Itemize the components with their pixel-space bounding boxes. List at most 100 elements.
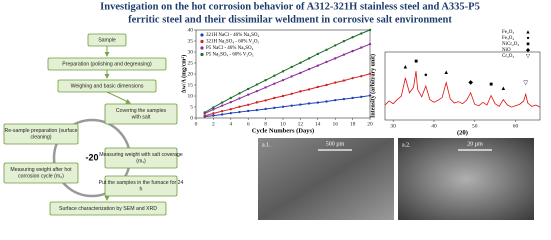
x-tick-label: 10 xyxy=(280,121,286,127)
flow-box xyxy=(104,147,178,169)
point xyxy=(247,87,250,91)
point xyxy=(307,102,311,105)
flow-text: Weighing and basic dimensions xyxy=(71,83,144,89)
peak-marker: ● xyxy=(424,72,428,78)
point xyxy=(334,98,337,102)
point xyxy=(368,42,372,46)
peak-marker: ▲ xyxy=(500,86,506,92)
peak-marker: ◆ xyxy=(468,80,473,86)
point xyxy=(316,85,319,89)
x-tick-label: 0 xyxy=(195,121,198,127)
x-tick-label: 4 xyxy=(229,121,232,127)
flow-text: (m₁) xyxy=(136,159,146,165)
point xyxy=(281,70,285,73)
point xyxy=(247,103,250,107)
arrow xyxy=(106,91,131,104)
point xyxy=(212,108,215,111)
point xyxy=(290,65,293,69)
page: Investigation on the hot corrosion behav… xyxy=(3,1,541,220)
x-tick-label: 16 xyxy=(332,121,338,127)
point xyxy=(325,60,328,64)
flow-text: Surface characterization by SEM and XRD xyxy=(59,206,157,212)
point xyxy=(299,103,302,106)
point xyxy=(229,96,232,100)
image-label: a.1. xyxy=(262,142,271,148)
legend-label: Fe₂O₃ xyxy=(502,30,514,35)
series-line xyxy=(204,43,371,115)
flow-box xyxy=(3,123,79,145)
title-line: Investigation on the hot corrosion behav… xyxy=(100,1,480,12)
y-tick-label: 0 xyxy=(190,115,193,121)
y-tick-label: 10 xyxy=(188,93,194,99)
point xyxy=(360,32,363,35)
point xyxy=(351,76,354,80)
point xyxy=(325,100,328,103)
point xyxy=(368,28,372,32)
legend-marker xyxy=(200,46,204,50)
point xyxy=(229,111,232,115)
x-tick-label: 18 xyxy=(350,121,356,127)
point xyxy=(342,79,346,82)
peak-marker: ▽ xyxy=(523,81,528,87)
legend-label: Cr₂O₃ xyxy=(502,54,514,59)
point xyxy=(299,61,302,64)
scale-label: 500 µm xyxy=(326,141,345,147)
x-tick-label: 2 xyxy=(212,121,215,127)
flow-text: Sample xyxy=(98,37,116,43)
point xyxy=(238,110,241,114)
point xyxy=(264,99,267,102)
point xyxy=(351,49,354,53)
point xyxy=(290,92,293,96)
point xyxy=(255,108,259,112)
y-tick-label: 30 xyxy=(188,49,194,55)
x-tick-label: 30 xyxy=(390,123,396,129)
point xyxy=(368,94,372,97)
point xyxy=(238,105,241,108)
point xyxy=(307,67,311,71)
point xyxy=(281,105,285,108)
point xyxy=(212,106,215,109)
point xyxy=(299,71,302,75)
point xyxy=(342,53,346,56)
point xyxy=(247,93,250,96)
flow-box xyxy=(104,103,178,125)
x-tick-label: 40 xyxy=(431,123,437,129)
point xyxy=(238,92,241,95)
legend-marker xyxy=(200,33,204,37)
legend-label: Fe₃O₄ xyxy=(502,36,514,41)
y-axis-label: Intensity (arbitrary unit) xyxy=(369,54,376,118)
cycle-count: -20 xyxy=(85,152,98,162)
peak-marker: ■ xyxy=(489,82,493,88)
x-tick-label: 6 xyxy=(247,121,250,127)
legend-symbol: ■ xyxy=(526,41,529,47)
flow-text: Measuring weight with salt coverage xyxy=(99,152,183,158)
point xyxy=(360,95,363,99)
flow-box xyxy=(3,162,79,184)
point xyxy=(212,114,215,117)
y-axis-label: Δw/A (mg/cm²) xyxy=(180,55,187,93)
y-tick-label: 35 xyxy=(188,38,194,44)
point xyxy=(342,97,346,101)
point xyxy=(334,57,337,60)
y-tick-label: 5 xyxy=(190,104,193,110)
point xyxy=(264,78,267,82)
point xyxy=(220,101,224,104)
legend-label: P5 NaCl - 46% Na₂SO₄ xyxy=(206,46,254,51)
x-axis-label: (2θ) xyxy=(457,129,468,136)
x-tick-label: 20 xyxy=(367,121,373,127)
sem-image xyxy=(398,138,534,220)
series-line xyxy=(204,95,371,118)
point xyxy=(316,101,319,104)
sem-images: a.1. 500 µm a.2. 20 µm xyxy=(258,138,534,220)
flow-text: Put the samples in the furnace for 24 xyxy=(99,180,184,186)
point xyxy=(360,75,363,78)
legend-symbol: ▲ xyxy=(525,29,530,35)
flow-box xyxy=(104,175,178,197)
point xyxy=(351,36,354,39)
point xyxy=(238,97,241,100)
flow-text: corrosion cycle (m₂) xyxy=(18,174,64,180)
point xyxy=(220,104,224,107)
point xyxy=(229,100,232,104)
point xyxy=(360,46,363,49)
point xyxy=(368,72,372,75)
